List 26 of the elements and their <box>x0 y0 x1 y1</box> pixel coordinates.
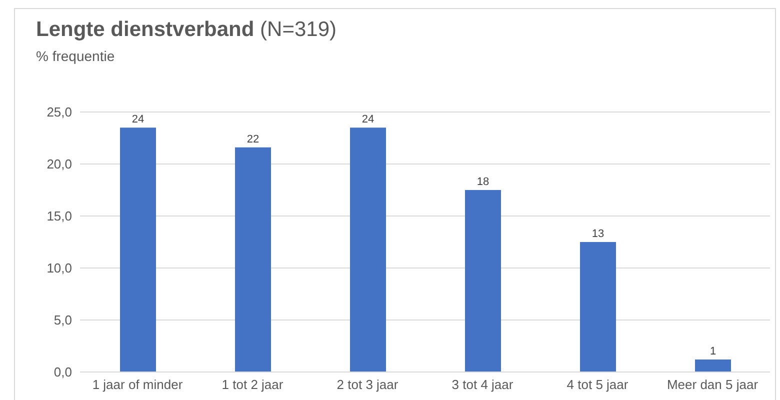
data-label: 1 <box>710 346 716 358</box>
x-tick-label: 1 jaar of minder <box>92 377 184 392</box>
x-tick-label: 2 tot 3 jaar <box>336 377 399 392</box>
y-tick-label: 20,0 <box>46 156 72 172</box>
data-label: 13 <box>592 228 604 240</box>
x-tick-label: 4 tot 5 jaar <box>566 377 629 392</box>
data-label: 24 <box>132 114 144 126</box>
x-tick-label: 3 tot 4 jaar <box>452 377 514 392</box>
x-tick-label: 1 tot 2 jaar <box>222 377 284 392</box>
bar <box>695 360 731 372</box>
bar <box>465 190 501 372</box>
y-tick-label: 5,0 <box>54 312 72 328</box>
y-tick-label: 10,0 <box>46 260 72 276</box>
data-label: 24 <box>362 114 374 126</box>
bar <box>120 128 156 372</box>
bar <box>580 242 616 372</box>
data-label: 22 <box>246 133 260 146</box>
y-tick-label: 15,0 <box>46 208 72 224</box>
data-label: 18 <box>476 176 490 188</box>
chart-title: Lengte dienstverband (N=319) <box>36 18 336 41</box>
x-tick-label: Meer dan 5 jaar <box>666 377 759 392</box>
y-tick-label: 0,0 <box>54 364 72 380</box>
bar <box>235 147 271 372</box>
chart-subtitle: % frequentie <box>36 48 115 64</box>
bar <box>350 128 386 372</box>
y-tick-label: 25,0 <box>46 104 72 120</box>
